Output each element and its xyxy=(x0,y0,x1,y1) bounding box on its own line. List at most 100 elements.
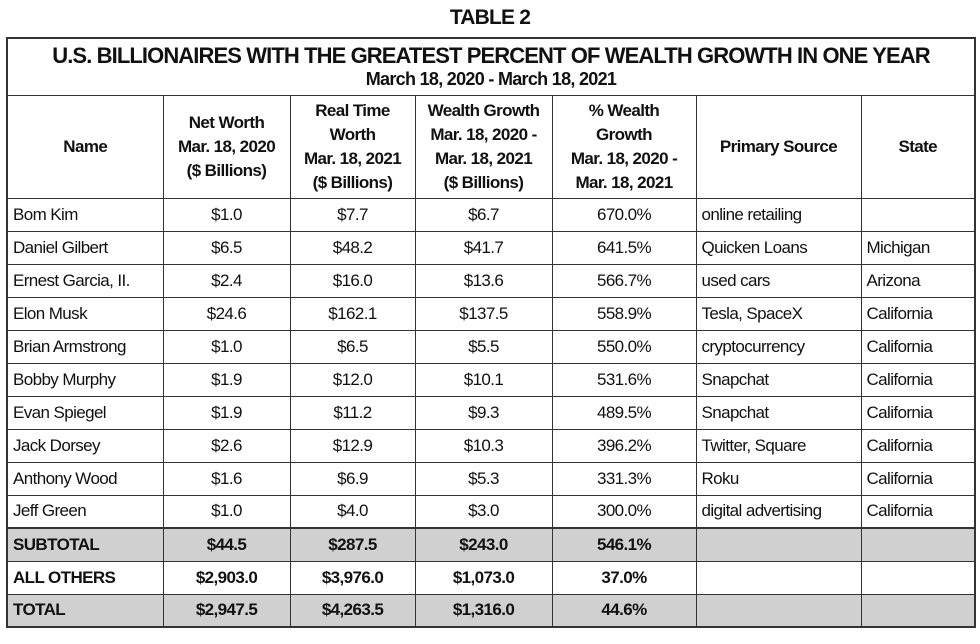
cell-real-time-worth-2021: $11.2 xyxy=(289,395,416,430)
header-state: State xyxy=(860,94,976,199)
header-line: Mar. 18, 2021 xyxy=(303,148,402,168)
cell-name: SUBTOTAL xyxy=(6,527,164,562)
cell-primary-source: digital advertising xyxy=(695,494,862,529)
cell-primary-source: Quicken Loans xyxy=(695,230,862,265)
header-wealth-growth: Wealth Growth Mar. 18, 2020 - Mar. 18, 202… xyxy=(414,94,553,199)
table-row: Anthony Wood $1.6 $6.9 $5.3 331.3% Roku Califo… xyxy=(6,461,976,496)
cell-wealth-growth: $6.7 xyxy=(414,197,553,232)
cell-name: Jack Dorsey xyxy=(6,428,164,463)
cell-net-worth-2020: $6.5 xyxy=(162,230,291,265)
cell-net-worth-2020: $1.9 xyxy=(162,395,291,430)
header-line: Mar. 18, 2021 xyxy=(575,172,673,192)
header-real-time-worth-2021: Real Time Worth Mar. 18, 2021 ($ Billions) xyxy=(289,94,416,199)
cell-state xyxy=(860,197,976,232)
cell-name: Brian Armstrong xyxy=(6,329,164,364)
cell-percent-wealth-growth: 396.2% xyxy=(551,428,697,463)
cell-real-time-worth-2021: $287.5 xyxy=(289,527,416,562)
cell-state: California xyxy=(860,461,976,496)
cell-primary-source xyxy=(695,560,862,595)
header-line: State xyxy=(898,136,938,156)
cell-primary-source: online retailing xyxy=(695,197,862,232)
header-line: % Wealth xyxy=(588,100,660,120)
table-title: U.S. BILLIONAIRES WITH THE GREATEST PERC… xyxy=(6,37,976,69)
cell-state xyxy=(860,593,976,628)
cell-name: Bom Kim xyxy=(6,197,164,232)
cell-state: California xyxy=(860,362,976,397)
cell-real-time-worth-2021: $4,263.5 xyxy=(289,593,416,628)
cell-percent-wealth-growth: 489.5% xyxy=(551,395,697,430)
header-percent-wealth-growth: % Wealth Growth Mar. 18, 2020 - Mar. 18, 20… xyxy=(551,94,697,199)
header-line: ($ Billions) xyxy=(443,172,524,192)
cell-primary-source: used cars xyxy=(695,263,862,298)
table-row: Elon Musk $24.6 $162.1 $137.5 558.9% Tesla, S… xyxy=(6,296,976,331)
header-line: Name xyxy=(63,136,108,156)
header-line: Mar. 18, 2020 - xyxy=(570,148,678,168)
cell-wealth-growth: $1,316.0 xyxy=(414,593,553,628)
cell-percent-wealth-growth: 531.6% xyxy=(551,362,697,397)
cell-net-worth-2020: $1.0 xyxy=(162,494,291,529)
cell-net-worth-2020: $1.0 xyxy=(162,197,291,232)
cell-net-worth-2020: $2.4 xyxy=(162,263,291,298)
cell-wealth-growth: $41.7 xyxy=(414,230,553,265)
cell-net-worth-2020: $1.9 xyxy=(162,362,291,397)
cell-name: TOTAL xyxy=(6,593,164,628)
cell-percent-wealth-growth: 331.3% xyxy=(551,461,697,496)
header-row: Name Net Worth Mar. 18, 2020 ($ Billions) Re… xyxy=(6,94,976,199)
cell-state: Arizona xyxy=(860,263,976,298)
table-row: Brian Armstrong $1.0 $6.5 $5.5 550.0% cryptoc… xyxy=(6,329,976,364)
cell-state: California xyxy=(860,296,976,331)
cell-primary-source xyxy=(695,593,862,628)
cell-percent-wealth-growth: 670.0% xyxy=(551,197,697,232)
cell-state: California xyxy=(860,494,976,529)
cell-percent-wealth-growth: 37.0% xyxy=(551,560,697,595)
header-line: Primary Source xyxy=(719,136,838,156)
header-line: Mar. 18, 2020 - xyxy=(430,124,537,144)
cell-wealth-growth: $5.3 xyxy=(414,461,553,496)
cell-name: Elon Musk xyxy=(6,296,164,331)
cell-wealth-growth: $3.0 xyxy=(414,494,553,529)
cell-real-time-worth-2021: $162.1 xyxy=(289,296,416,331)
cell-net-worth-2020: $2.6 xyxy=(162,428,291,463)
cell-state: California xyxy=(860,428,976,463)
table-row: Bobby Murphy $1.9 $12.0 $10.1 531.6% Snapchat… xyxy=(6,362,976,397)
table-subtitle: March 18, 2020 - March 18, 2021 xyxy=(6,69,976,96)
cell-net-worth-2020: $1.6 xyxy=(162,461,291,496)
header-primary-source: Primary Source xyxy=(695,94,862,199)
header-line: ($ Billions) xyxy=(312,172,393,192)
cell-name: Jeff Green xyxy=(6,494,164,529)
cell-state xyxy=(860,560,976,595)
summary-row-all-others: ALL OTHERS $2,903.0 $3,976.0 $1,073.0 37.0% xyxy=(6,560,976,595)
cell-wealth-growth: $10.1 xyxy=(414,362,553,397)
cell-name: Ernest Garcia, II. xyxy=(6,263,164,298)
table-row: Daniel Gilbert $6.5 $48.2 $41.7 641.5% Quicke… xyxy=(6,230,976,265)
cell-name: Bobby Murphy xyxy=(6,362,164,397)
cell-primary-source: Snapchat xyxy=(695,362,862,397)
cell-wealth-growth: $243.0 xyxy=(414,527,553,562)
cell-primary-source: Snapchat xyxy=(695,395,862,430)
cell-primary-source: Tesla, SpaceX xyxy=(695,296,862,331)
cell-wealth-growth: $5.5 xyxy=(414,329,553,364)
cell-primary-source xyxy=(695,527,862,562)
cell-wealth-growth: $1,073.0 xyxy=(414,560,553,595)
header-line: Mar. 18, 2021 xyxy=(434,148,533,168)
cell-percent-wealth-growth: 550.0% xyxy=(551,329,697,364)
cell-real-time-worth-2021: $12.9 xyxy=(289,428,416,463)
cell-real-time-worth-2021: $7.7 xyxy=(289,197,416,232)
header-name: Name xyxy=(6,94,164,199)
cell-real-time-worth-2021: $48.2 xyxy=(289,230,416,265)
cell-percent-wealth-growth: 558.9% xyxy=(551,296,697,331)
cell-wealth-growth: $10.3 xyxy=(414,428,553,463)
header-line: Worth xyxy=(329,124,376,144)
cell-real-time-worth-2021: $12.0 xyxy=(289,362,416,397)
cell-real-time-worth-2021: $3,976.0 xyxy=(289,560,416,595)
cell-wealth-growth: $13.6 xyxy=(414,263,553,298)
cell-net-worth-2020: $2,947.5 xyxy=(162,593,291,628)
summary-row-total: TOTAL $2,947.5 $4,263.5 $1,316.0 44.6% xyxy=(6,593,976,628)
cell-wealth-growth: $137.5 xyxy=(414,296,553,331)
cell-net-worth-2020: $24.6 xyxy=(162,296,291,331)
table-row: Evan Spiegel $1.9 $11.2 $9.3 489.5% Snapchat C… xyxy=(6,395,976,430)
cell-net-worth-2020: $1.0 xyxy=(162,329,291,364)
cell-wealth-growth: $9.3 xyxy=(414,395,553,430)
cell-primary-source: Roku xyxy=(695,461,862,496)
cell-name: Anthony Wood xyxy=(6,461,164,496)
